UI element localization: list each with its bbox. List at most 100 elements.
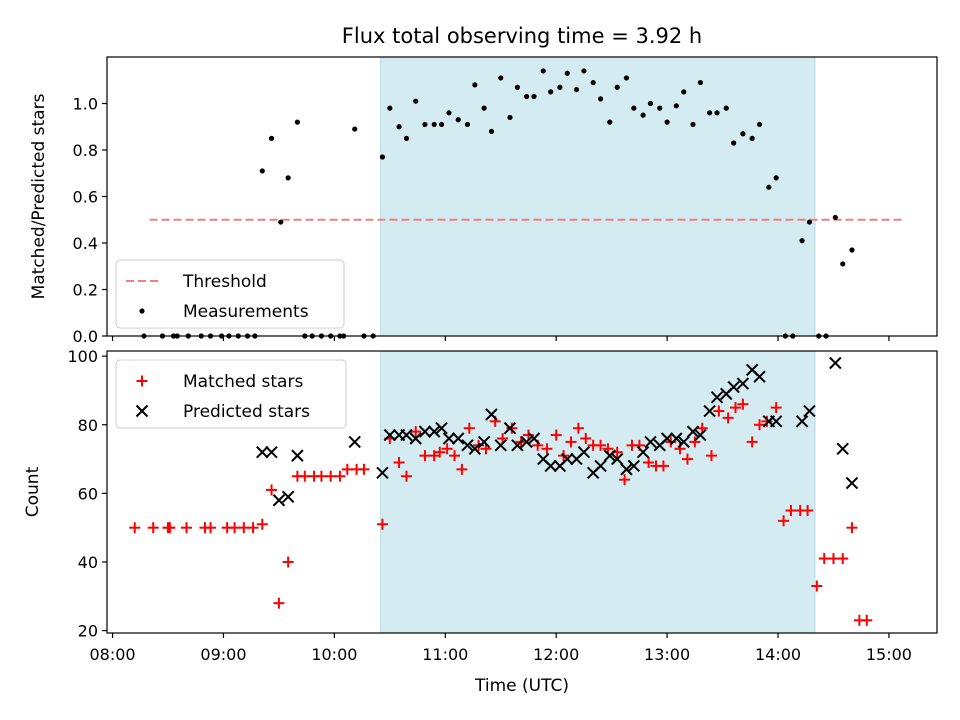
- matched-star-point: [681, 453, 693, 465]
- measurement-point: [531, 93, 537, 100]
- x-tick-label: 15:00: [866, 645, 912, 664]
- ratio-legend: Threshold Measurements: [115, 259, 345, 329]
- y-tick-label: 0.0: [73, 327, 98, 346]
- matched-star-point: [247, 522, 259, 534]
- count-x-axis: 08:00 09:00 10:00 11:00 12:00 13:00 14:00 15:00: [89, 633, 912, 664]
- measurement-point: [607, 119, 613, 125]
- measurement-point: [657, 105, 663, 111]
- matched-star-point: [441, 443, 453, 455]
- predicted-star-point: [594, 459, 607, 473]
- matched-star-point: [334, 470, 346, 482]
- measurement-point: [749, 135, 755, 141]
- measurement-point: [379, 154, 386, 160]
- predicted-star-point: [603, 449, 617, 462]
- predicted-star-point: [256, 445, 269, 459]
- predicted-star-point: [636, 445, 650, 459]
- measurement-point: [564, 70, 570, 76]
- y-tick-label: 60: [78, 484, 98, 503]
- x-tick-label: 14:00: [755, 645, 801, 664]
- matched-star-point: [180, 522, 192, 534]
- matched-star-point: [434, 446, 446, 458]
- matched-star-point: [811, 580, 823, 592]
- count-points: [129, 356, 873, 626]
- matched-star-point: [256, 518, 268, 530]
- legend-matched-stars-swatch: [136, 375, 148, 387]
- measurement-point: [548, 89, 554, 95]
- measurement-point: [614, 84, 620, 90]
- legend-box: [115, 259, 345, 329]
- measurement-point: [766, 184, 772, 190]
- x-tick-label: 12:00: [533, 645, 579, 664]
- matched-star-point: [837, 553, 849, 565]
- measurement-point: [731, 140, 737, 146]
- y-tick-label: 0.4: [73, 234, 98, 253]
- predicted-star-point: [435, 421, 448, 435]
- matched-star-point: [315, 470, 327, 482]
- matched-star-point: [419, 450, 431, 462]
- matched-star-point: [238, 522, 250, 534]
- predicted-star-point: [769, 415, 783, 428]
- matched-star-point: [358, 463, 370, 475]
- matched-star-point: [713, 405, 725, 417]
- predicted-star-point: [272, 494, 286, 507]
- measurement-point: [514, 84, 520, 90]
- legend-predicted-stars-label: Predicted stars: [183, 402, 310, 422]
- measurement-point: [455, 117, 461, 123]
- measurement-point: [597, 96, 604, 102]
- predicted-star-point: [727, 380, 740, 394]
- legend-matched-stars-label: Matched stars: [183, 372, 303, 392]
- y-tick-label: 80: [78, 416, 98, 435]
- predicted-star-point: [348, 435, 361, 449]
- measurement-point: [352, 126, 358, 132]
- measurement-point: [756, 121, 763, 128]
- predicted-star-point: [527, 432, 541, 445]
- matched-star-point: [861, 614, 873, 626]
- measurement-point: [278, 219, 284, 225]
- count-y-axis: 20 40 60 80 100: [67, 347, 107, 641]
- y-tick-label: 1.0: [73, 95, 98, 114]
- matched-star-point: [506, 422, 518, 434]
- matched-star-point: [266, 484, 278, 496]
- measurement-point: [403, 135, 410, 141]
- measurement-point: [623, 75, 630, 81]
- count-legend: Matched stars Predicted stars: [115, 359, 347, 429]
- matched-star-point: [746, 436, 758, 448]
- measurement-point: [590, 79, 596, 86]
- measurement-point: [472, 82, 478, 88]
- measurement-point: [524, 93, 530, 100]
- matched-star-point: [785, 505, 797, 517]
- ratio-shaded-span: [380, 56, 816, 337]
- predicted-star-point: [703, 404, 716, 418]
- x-axis-label: Time (UTC): [474, 676, 569, 696]
- predicted-star-point: [803, 404, 816, 418]
- measurement-point: [640, 112, 646, 118]
- predicted-star-point: [686, 425, 700, 438]
- measurement-point: [840, 261, 846, 267]
- matched-star-point: [428, 450, 440, 462]
- count-shaded-span: [380, 350, 816, 634]
- measurement-point: [714, 110, 720, 116]
- measurement-point: [464, 121, 471, 128]
- matched-star-point: [376, 518, 388, 530]
- measurement-point: [573, 86, 580, 93]
- predicted-star-point: [452, 432, 465, 445]
- predicted-star-point: [845, 476, 859, 490]
- measurement-point: [446, 110, 452, 116]
- measurement-point: [259, 168, 265, 174]
- predicted-star-point: [677, 435, 690, 449]
- count-plot-frame: [106, 350, 938, 634]
- matched-star-point: [643, 456, 655, 468]
- measurement-point: [540, 68, 546, 74]
- y-tick-label: 0.8: [73, 141, 98, 160]
- predicted-star-point: [627, 459, 641, 473]
- matched-star-point: [205, 522, 217, 534]
- predicted-star-point: [291, 449, 304, 462]
- chart-title: Flux total observing time = 3.92 h: [342, 24, 702, 48]
- ratio-y-label: Matched/Predicted stars: [29, 93, 49, 299]
- matched-star-point: [147, 522, 159, 534]
- legend-box: [115, 359, 347, 429]
- measurement-point: [438, 121, 445, 128]
- x-tick-label: 11:00: [422, 645, 468, 664]
- matched-star-point: [689, 436, 701, 448]
- measurement-point: [631, 105, 637, 111]
